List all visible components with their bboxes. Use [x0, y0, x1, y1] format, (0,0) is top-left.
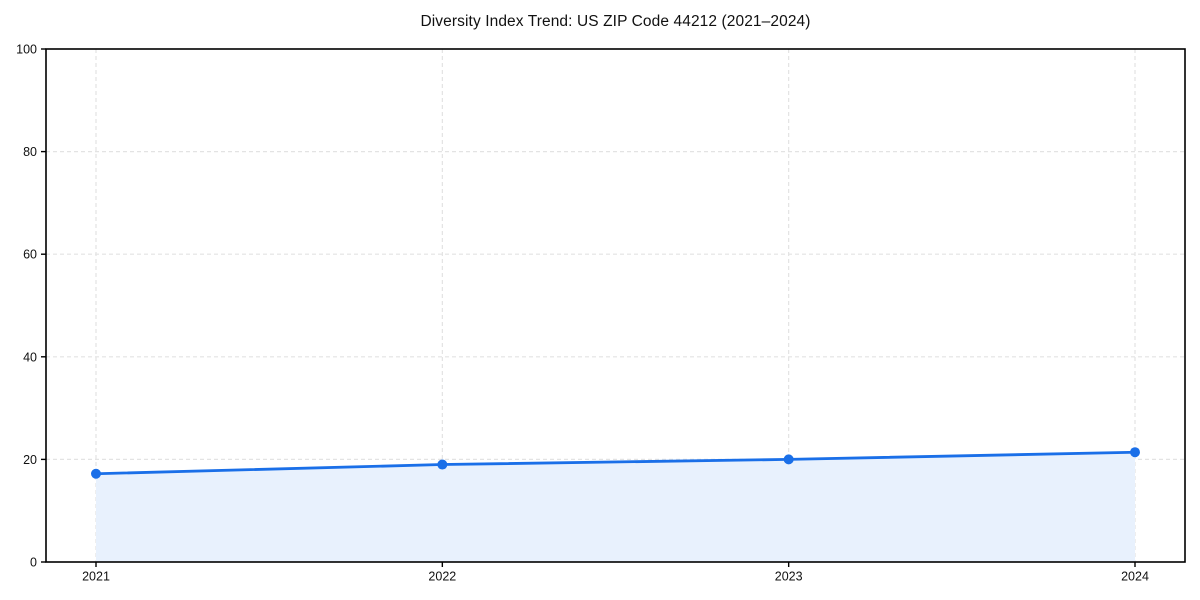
y-tick-label: 40 [23, 350, 37, 364]
x-tick-label: 2022 [428, 570, 456, 584]
y-tick-label: 100 [16, 43, 37, 57]
chart-title: Diversity Index Trend: US ZIP Code 44212… [420, 13, 811, 30]
data-point-2023 [783, 454, 794, 465]
x-tick-label: 2024 [1121, 570, 1149, 584]
x-tick-label: 2021 [82, 570, 110, 584]
plot-border [45, 48, 1186, 563]
y-tick-label: 20 [23, 453, 37, 467]
data-point-2021 [91, 468, 101, 479]
trend-line [94, 450, 1137, 476]
y-tick-label: 0 [30, 556, 37, 570]
data-point-2022 [437, 459, 448, 470]
data-point-2024 [1130, 447, 1140, 458]
x-tick-label: 2023 [775, 570, 803, 584]
area-fill [96, 452, 1135, 562]
y-tick-label: 60 [23, 248, 37, 262]
y-tick-label: 80 [23, 145, 37, 159]
